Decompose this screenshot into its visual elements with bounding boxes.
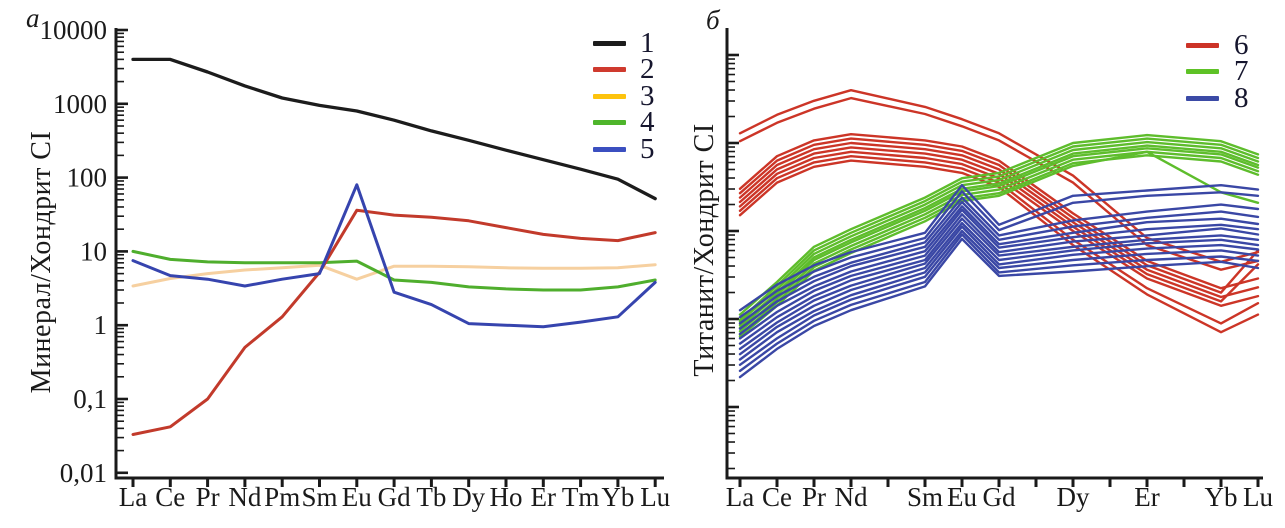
x-tick-label-b: Ce (762, 482, 792, 512)
group-line-7 (738, 133, 1260, 316)
group-line-6 (738, 146, 1260, 303)
y-tick-label-a: 10 (80, 236, 107, 266)
group-line-8 (738, 229, 1260, 366)
legend-label-7: 7 (1234, 55, 1249, 87)
group-line-8 (738, 213, 1260, 345)
x-tick-label-b: Lu (1243, 482, 1273, 512)
legend-swatch-5 (593, 146, 626, 152)
x-tick-label-b: La (726, 482, 754, 512)
panel-a-y-axis-title: Минерал/Хондрит CI (26, 130, 57, 394)
legend-item-8: 8 (1186, 83, 1249, 113)
legend-swatch-6 (1186, 42, 1219, 48)
group-line-8 (738, 233, 1260, 373)
legend-item-1: 1 (593, 28, 655, 58)
x-tick-label-b: Yb (1205, 482, 1238, 512)
x-tick-label-a: Ho (490, 482, 523, 512)
x-tick-label-a: Nd (228, 482, 261, 512)
group-line-8 (738, 208, 1260, 340)
series-line-1 (131, 57, 657, 201)
x-tick-label-a: Eu (342, 482, 372, 512)
x-tick-label-b: Dy (1057, 482, 1090, 512)
legend-item-7: 7 (1186, 57, 1249, 87)
x-tick-label-a: Sm (301, 482, 337, 512)
legend-item-3: 3 (593, 81, 655, 111)
x-tick-label-b: Pr (802, 482, 826, 512)
x-tick-label-b: Er (1134, 482, 1159, 512)
x-tick-label-a: Lu (640, 482, 670, 512)
y-tick-label-a: 0,1 (73, 384, 107, 414)
x-tick-label-a: Gd (378, 482, 411, 512)
y-tick-label-a: 1000 (53, 89, 107, 119)
x-tick-label-a: Er (531, 482, 556, 512)
x-tick-label-a: Pr (196, 482, 220, 512)
panel-b-letter: б (706, 5, 720, 35)
legend-swatch-8 (1186, 95, 1219, 101)
panel-a-letter: a (26, 3, 40, 33)
group-line-8 (738, 196, 1260, 325)
group-line-8 (738, 225, 1260, 361)
panel-b-y-axis-title: Титанит/Хондрит CI (689, 123, 720, 377)
legend-label-3: 3 (640, 79, 655, 112)
group-line-8 (738, 221, 1260, 356)
group-line-7 (738, 144, 1260, 327)
series-line-2 (131, 208, 657, 436)
group-line-8 (738, 200, 1260, 330)
group-line-6 (738, 159, 1260, 334)
group-line-8 (738, 183, 1260, 312)
legend-label-2: 2 (640, 53, 655, 85)
x-tick-label-a: Tb (416, 482, 446, 512)
x-tick-label-b: Sm (907, 482, 943, 512)
group-line-8 (738, 190, 1260, 319)
x-tick-label-a: La (119, 482, 147, 512)
y-tick-label-a: 100 (67, 163, 108, 193)
group-line-7 (738, 137, 1260, 322)
group-line-6 (738, 154, 1260, 325)
group-line-8 (738, 237, 1260, 379)
legend-swatch-7 (1186, 69, 1219, 74)
x-tick-label-a: Dy (452, 482, 485, 512)
group-line-6 (738, 132, 1260, 290)
y-tick-label-a: 1 (94, 310, 108, 340)
series-line-4 (131, 249, 657, 292)
panel-b-axes (725, 28, 1263, 480)
x-tick-label-a: Ce (155, 482, 185, 512)
group-line-8 (738, 205, 1260, 336)
group-line-8 (738, 217, 1260, 351)
group-line-6 (738, 137, 1260, 294)
legend-label-4: 4 (640, 106, 655, 138)
x-tick-label-a: Tm (562, 482, 600, 512)
legend-item-2: 2 (593, 55, 655, 85)
legend-swatch-3 (593, 93, 626, 99)
x-tick-label-b: Nd (835, 482, 868, 512)
group-line-6 (738, 88, 1260, 263)
group-line-6 (738, 141, 1260, 299)
series-line-3 (131, 263, 657, 288)
series-line-5 (131, 183, 657, 329)
legend-item-4: 4 (593, 108, 655, 138)
legend-swatch-1 (593, 40, 626, 46)
legend-swatch-4 (593, 120, 626, 125)
legend-item-6: 6 (1186, 30, 1249, 60)
panel-a-axes (114, 28, 664, 480)
legend-label-1: 1 (640, 26, 655, 59)
x-tick-label-b: Eu (947, 482, 977, 512)
x-tick-label-a: Pm (264, 482, 300, 512)
legend-label-6: 6 (1234, 28, 1249, 61)
legend-label-5: 5 (640, 132, 655, 165)
legend-label-8: 8 (1234, 81, 1249, 114)
group-line-7 (738, 150, 1260, 333)
x-tick-label-a: Yb (601, 482, 634, 512)
legend-item-5: 5 (593, 134, 655, 164)
y-tick-label-a: 0,01 (60, 458, 107, 488)
legend-swatch-2 (593, 67, 626, 72)
y-tick-label-a: 10000 (40, 15, 108, 45)
x-tick-label-b: Gd (983, 482, 1016, 512)
group-line-6 (738, 150, 1260, 307)
